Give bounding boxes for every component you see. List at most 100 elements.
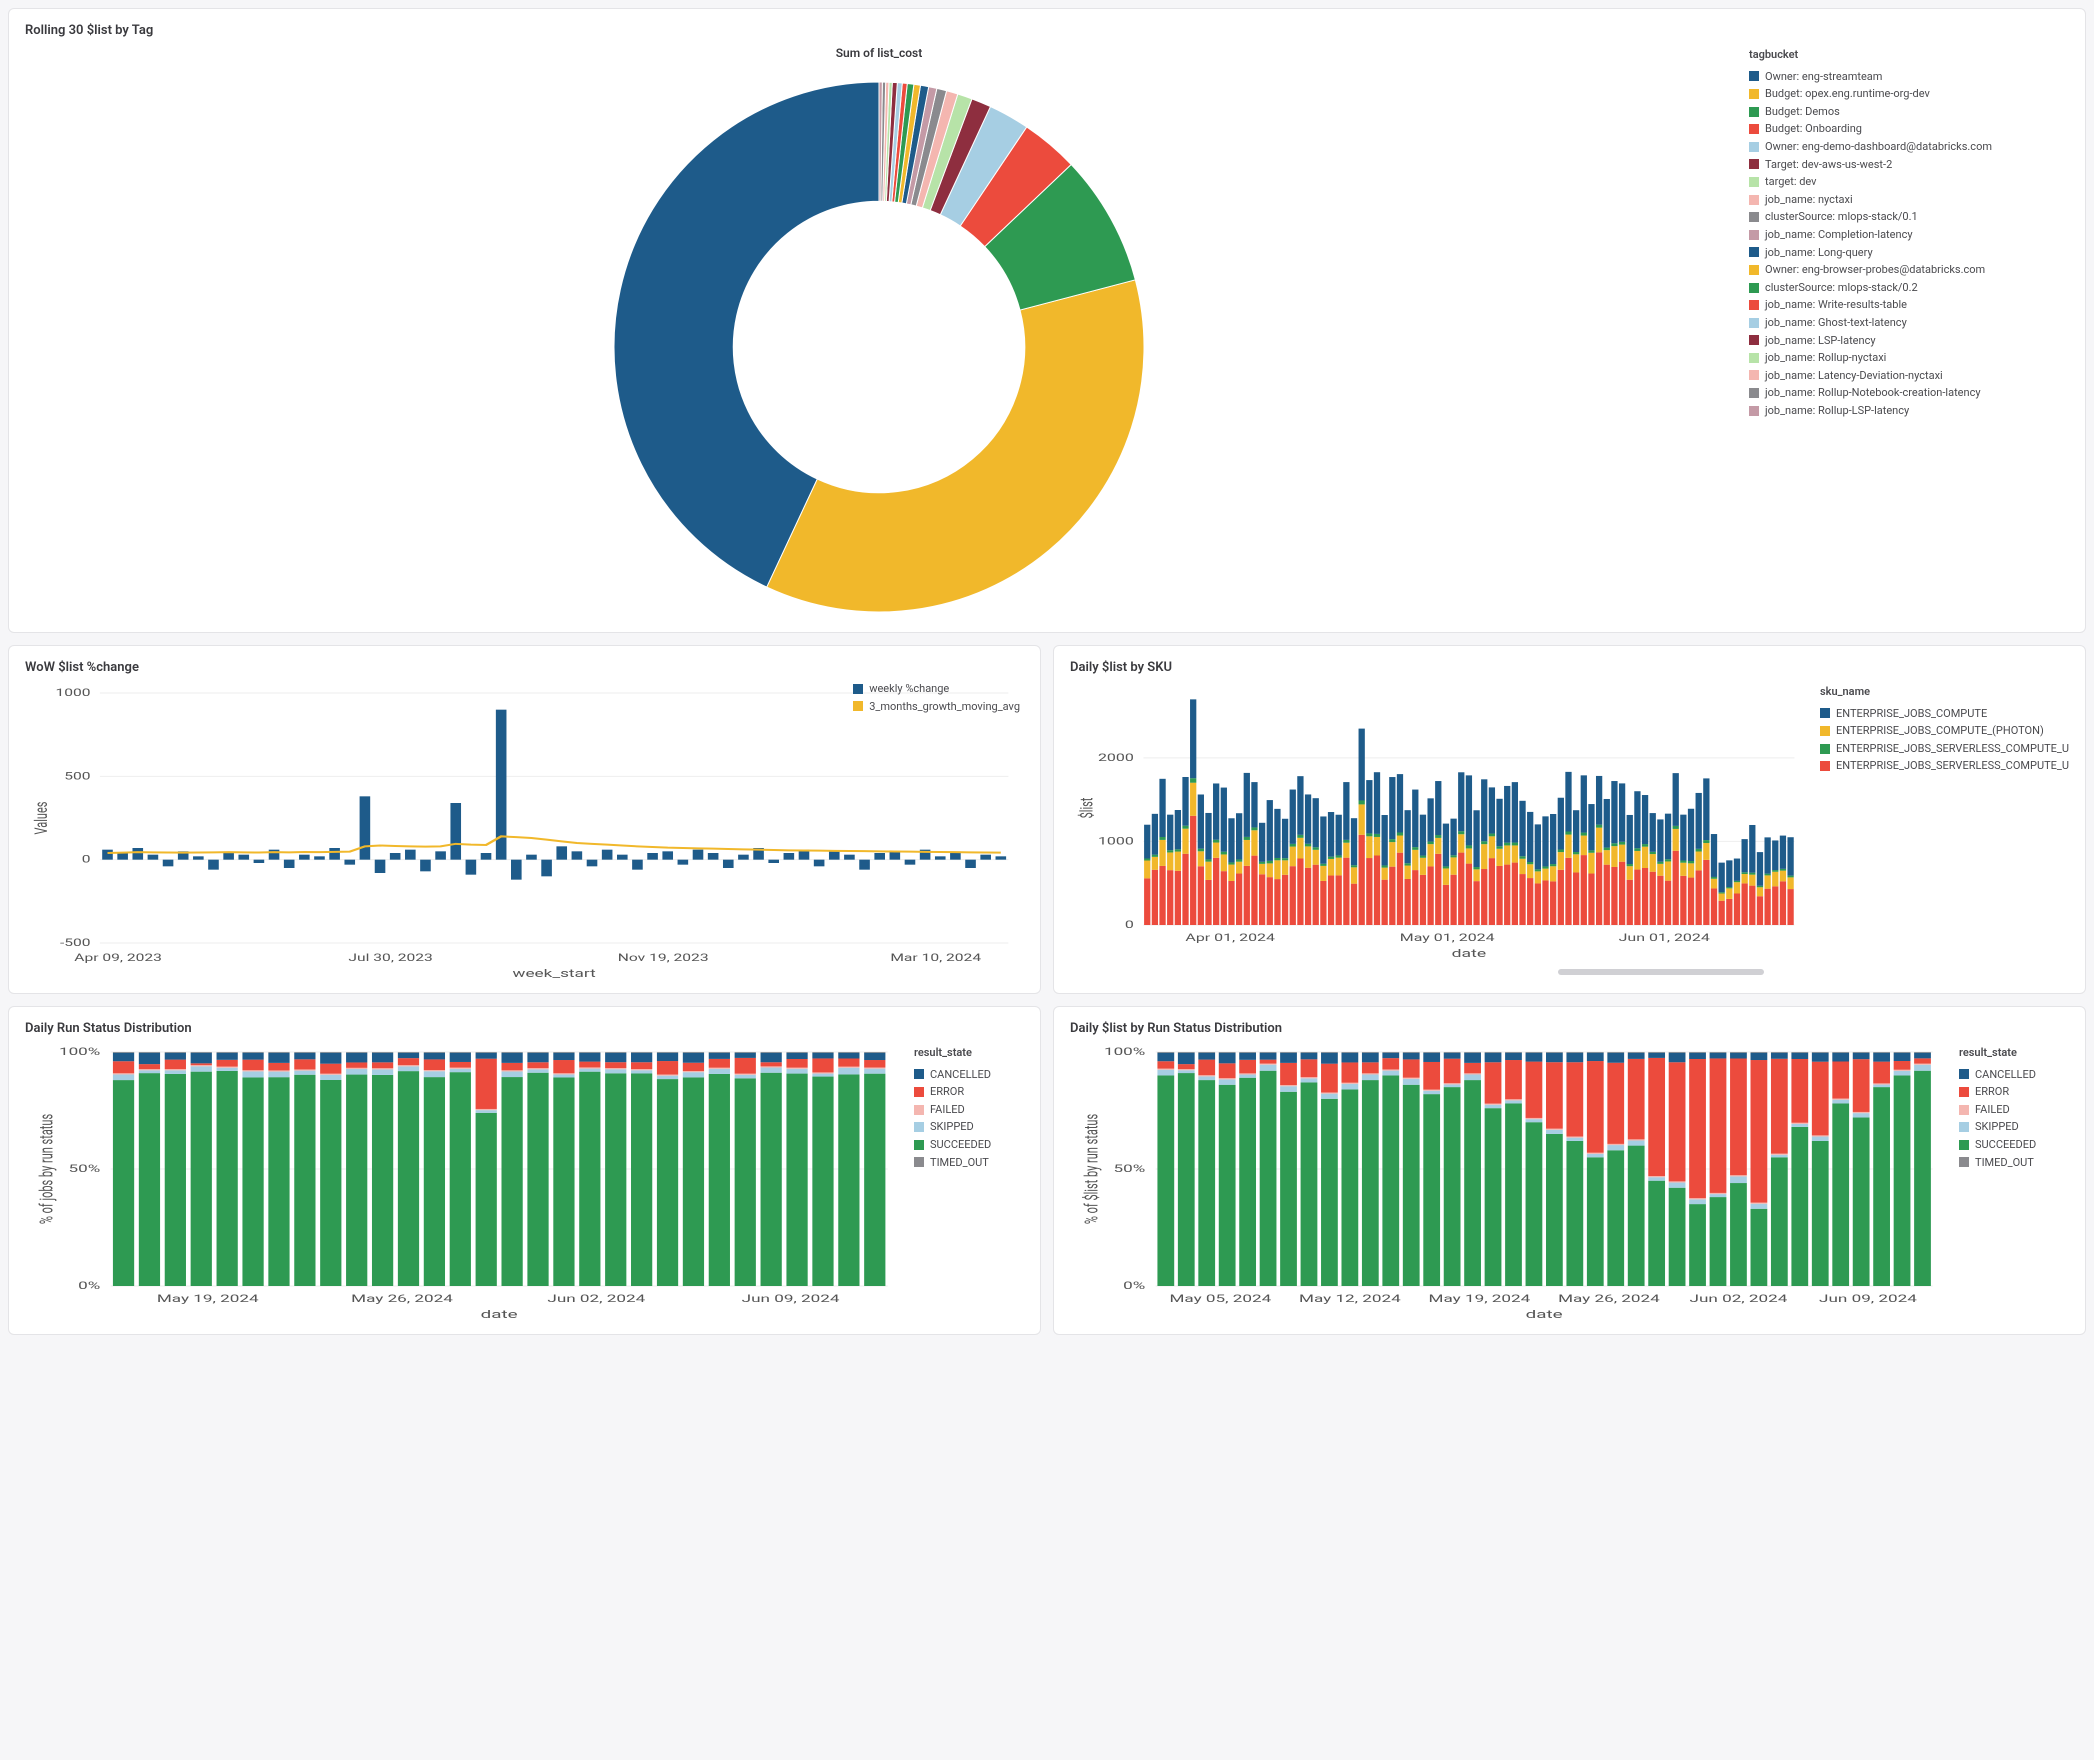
legend-swatch (1959, 1140, 1969, 1150)
legend-label: job_name: Long-query (1765, 244, 1873, 262)
legend-item[interactable]: clusterSource: mlops-stack/0.1 (1749, 208, 2069, 226)
svg-text:May 19, 2024: May 19, 2024 (1429, 1293, 1531, 1304)
panel-title: Rolling 30 $list by Tag (25, 23, 2069, 38)
legend-swatch (1749, 388, 1759, 398)
wow-chart[interactable]: -50005001000Apr 09, 2023Jul 30, 2023Nov … (25, 683, 1024, 983)
legend-swatch (1749, 124, 1759, 134)
list-by-status-chart[interactable]: 0%50%100%May 05, 2024May 12, 2024May 19,… (1070, 1044, 1943, 1324)
legend-swatch (1749, 230, 1759, 240)
legend-item[interactable]: SUCCEEDED (1959, 1136, 2069, 1154)
legend-swatch (914, 1087, 924, 1097)
legend-label: target: dev (1765, 173, 1817, 191)
legend-swatch (1820, 744, 1830, 754)
legend-item[interactable]: job_name: LSP-latency (1749, 332, 2069, 350)
legend-swatch (1749, 89, 1759, 99)
svg-text:50%: 50% (69, 1163, 101, 1174)
svg-text:May 01, 2024: May 01, 2024 (1400, 933, 1495, 944)
panel-rolling-30-by-tag: Rolling 30 $list by Tag Sum of list_cost… (8, 8, 2086, 633)
legend-item[interactable]: TIMED_OUT (1959, 1154, 2069, 1172)
legend-item[interactable]: job_name: Long-query (1749, 244, 2069, 262)
legend-swatch (914, 1105, 924, 1115)
legend-swatch (1820, 708, 1830, 718)
sku-chart[interactable]: 010002000Apr 01, 2024May 01, 2024Jun 01,… (1070, 683, 1804, 975)
panel-daily-list-by-sku: Daily $list by SKU 010002000Apr 01, 2024… (1053, 645, 2086, 994)
legend-item[interactable]: job_name: Write-results-table (1749, 296, 2069, 314)
donut-subtitle: Sum of list_cost (836, 46, 923, 60)
legend-item[interactable]: clusterSource: mlops-stack/0.2 (1749, 279, 2069, 297)
donut-legend: tagbucket Owner: eng-streamteamBudget: o… (1749, 46, 2069, 419)
legend-swatch (1959, 1069, 1969, 1079)
legend-item[interactable]: target: dev (1749, 173, 2069, 191)
panel-title: Daily Run Status Distribution (25, 1021, 1024, 1036)
svg-text:Jul 30, 2023: Jul 30, 2023 (348, 953, 432, 964)
legend-item[interactable]: job_name: Latency-Deviation-nyctaxi (1749, 367, 2069, 385)
legend-item[interactable]: ERROR (914, 1083, 1024, 1101)
legend-item[interactable]: SKIPPED (1959, 1118, 2069, 1136)
svg-text:Mar 10, 2024: Mar 10, 2024 (890, 953, 982, 964)
donut-chart[interactable]: Sum of list_cost (25, 46, 1733, 622)
legend-item[interactable]: job_name: Completion-latency (1749, 226, 2069, 244)
svg-text:May 12, 2024: May 12, 2024 (1299, 1293, 1401, 1304)
legend-item[interactable]: 3_months_growth_moving_avg (853, 698, 1020, 716)
legend-label: CANCELLED (1975, 1066, 2036, 1084)
legend-item[interactable]: ENTERPRISE_JOBS_COMPUTE (1820, 705, 2069, 723)
legend-title: tagbucket (1749, 46, 2069, 64)
legend-item[interactable]: FAILED (914, 1101, 1024, 1119)
legend-item[interactable]: job_name: Rollup-LSP-latency (1749, 402, 2069, 420)
run-status-legend: result_state CANCELLEDERRORFAILEDSKIPPED… (914, 1044, 1024, 1171)
svg-text:May 05, 2024: May 05, 2024 (1170, 1293, 1272, 1304)
svg-text:100%: 100% (59, 1046, 100, 1057)
legend-label: SKIPPED (1975, 1118, 2019, 1136)
legend-label: Owner: eng-streamteam (1765, 68, 1882, 86)
legend-swatch (1749, 283, 1759, 293)
legend-item[interactable]: SKIPPED (914, 1118, 1024, 1136)
svg-text:0: 0 (1125, 920, 1134, 931)
legend-item[interactable]: job_name: Ghost-text-latency (1749, 314, 2069, 332)
legend-label: job_name: Ghost-text-latency (1765, 314, 1907, 332)
panel-title: Daily $list by SKU (1070, 660, 2069, 675)
panel-wow-change: WoW $list %change -50005001000Apr 09, 20… (8, 645, 1041, 994)
legend-item[interactable]: SUCCEEDED (914, 1136, 1024, 1154)
legend-swatch (914, 1140, 924, 1150)
legend-item[interactable]: ENTERPRISE_JOBS_SERVERLESS_COMPUTE_U (1820, 757, 2069, 775)
legend-label: job_name: Completion-latency (1765, 226, 1913, 244)
svg-text:Apr 09, 2023: Apr 09, 2023 (74, 953, 162, 964)
legend-swatch (914, 1122, 924, 1132)
legend-item[interactable]: job_name: nyctaxi (1749, 191, 2069, 209)
legend-label: 3_months_growth_moving_avg (869, 698, 1020, 716)
legend-swatch (1749, 195, 1759, 205)
legend-item[interactable]: job_name: Rollup-nyctaxi (1749, 349, 2069, 367)
legend-swatch (1820, 726, 1830, 736)
run-status-chart[interactable]: 0%50%100%May 19, 2024May 26, 2024Jun 02,… (25, 1044, 898, 1324)
panel-title: Daily $list by Run Status Distribution (1070, 1021, 2069, 1036)
legend-item[interactable]: ERROR (1959, 1083, 2069, 1101)
svg-text:Jun 02, 2024: Jun 02, 2024 (1690, 1293, 1788, 1304)
legend-item[interactable]: Owner: eng-demo-dashboard@databricks.com (1749, 138, 2069, 156)
legend-item[interactable]: job_name: Rollup-Notebook-creation-laten… (1749, 384, 2069, 402)
legend-item[interactable]: Budget: opex.eng.runtime-org-dev (1749, 85, 2069, 103)
legend-item[interactable]: Owner: eng-browser-probes@databricks.com (1749, 261, 2069, 279)
legend-item[interactable]: FAILED (1959, 1101, 2069, 1119)
legend-item[interactable]: CANCELLED (1959, 1066, 2069, 1084)
svg-text:date: date (481, 1308, 518, 1321)
svg-text:May 19, 2024: May 19, 2024 (157, 1293, 259, 1304)
panel-daily-run-status: Daily Run Status Distribution 0%50%100%M… (8, 1006, 1041, 1335)
legend-item[interactable]: Owner: eng-streamteam (1749, 68, 2069, 86)
legend-swatch (1820, 761, 1830, 771)
legend-item[interactable]: ENTERPRISE_JOBS_COMPUTE_(PHOTON) (1820, 722, 2069, 740)
panel-daily-list-by-status: Daily $list by Run Status Distribution 0… (1053, 1006, 2086, 1335)
legend-item[interactable]: TIMED_OUT (914, 1154, 1024, 1172)
legend-item[interactable]: Budget: Onboarding (1749, 120, 2069, 138)
legend-item[interactable]: Target: dev-aws-us-west-2 (1749, 156, 2069, 174)
legend-swatch (1749, 265, 1759, 275)
legend-item[interactable]: CANCELLED (914, 1066, 1024, 1084)
svg-text:Jun 09, 2024: Jun 09, 2024 (1819, 1293, 1917, 1304)
legend-item[interactable]: weekly %change (853, 680, 1020, 698)
legend-label: job_name: LSP-latency (1765, 332, 1876, 350)
legend-item[interactable]: ENTERPRISE_JOBS_SERVERLESS_COMPUTE_U (1820, 740, 2069, 758)
sku-horizontal-scrollbar[interactable] (1558, 969, 1764, 975)
svg-text:Jun 09, 2024: Jun 09, 2024 (742, 1293, 840, 1304)
legend-label: job_name: nyctaxi (1765, 191, 1853, 209)
legend-item[interactable]: Budget: Demos (1749, 103, 2069, 121)
legend-swatch (1749, 335, 1759, 345)
